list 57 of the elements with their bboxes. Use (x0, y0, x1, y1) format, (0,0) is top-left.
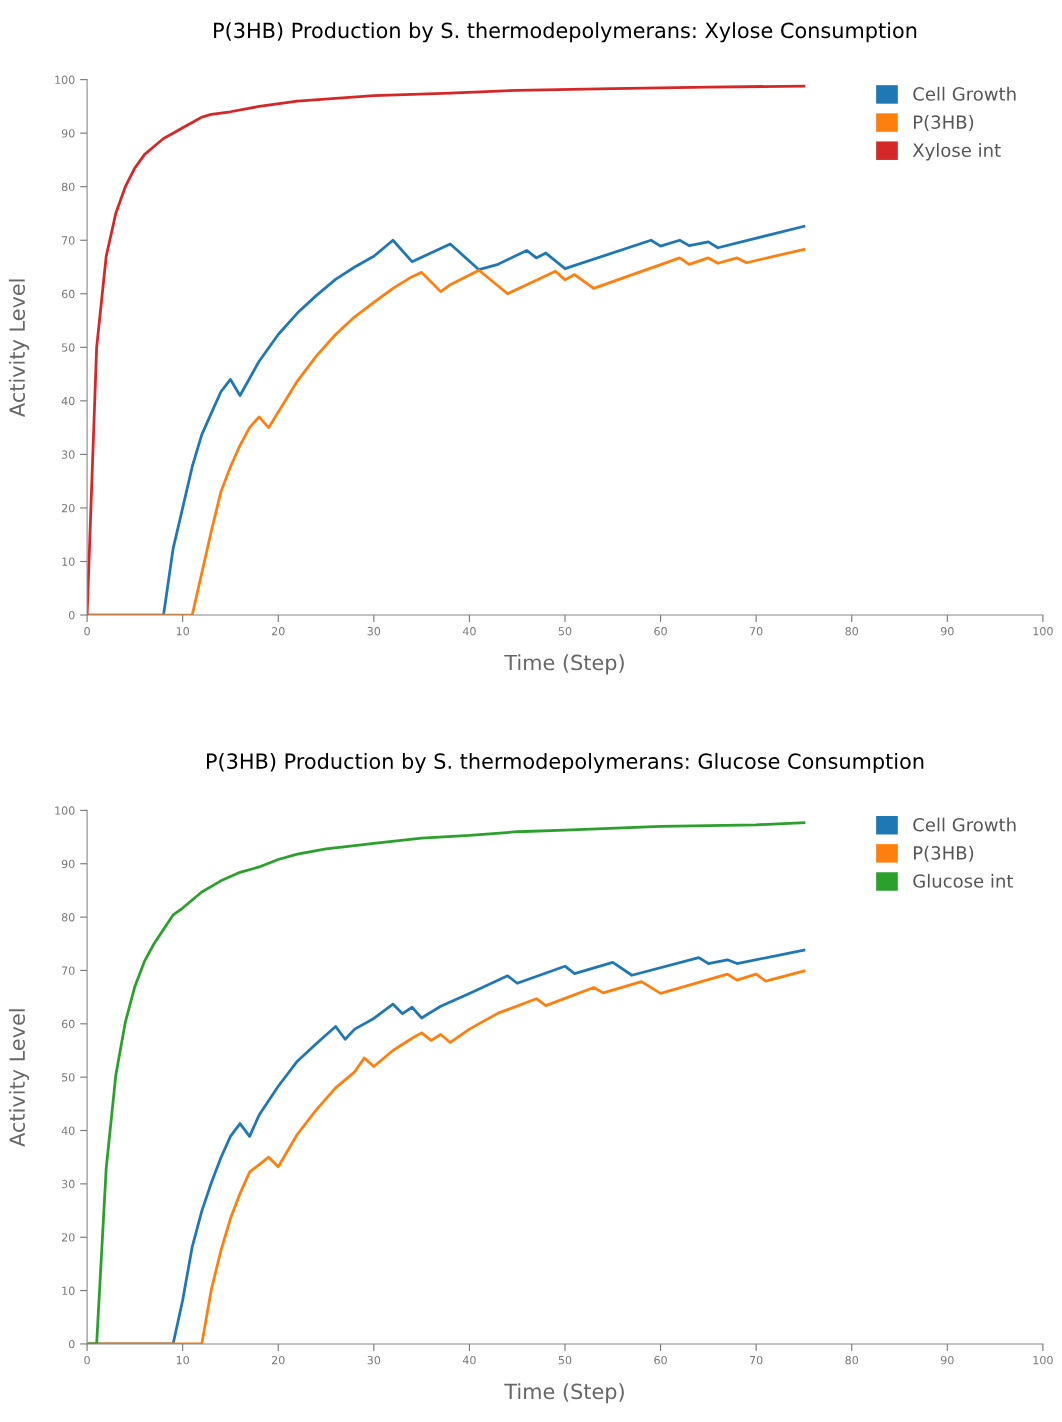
y-tick-label: 30 (61, 1179, 75, 1189)
y-tick-label: 40 (61, 1126, 75, 1135)
y-tick-label: 100 (55, 806, 75, 815)
x-tick-label: 100 (1033, 627, 1053, 636)
y-tick-label: 80 (61, 913, 75, 922)
legend-label: Cell Growth (913, 817, 1016, 832)
y-tick-label: 0 (68, 610, 75, 620)
x-tick-label: 70 (749, 1355, 763, 1365)
x-tick-label: 40 (462, 1355, 476, 1365)
x-axis-title: Time (Step) (504, 654, 624, 675)
y-tick-label: 50 (62, 1073, 75, 1082)
y-axis-title: Activity Level (8, 279, 30, 417)
legend-label: Cell Growth (913, 86, 1016, 101)
x-tick-label: 60 (654, 1355, 667, 1365)
y-tick-label: 90 (61, 129, 75, 138)
y-tick-label: 40 (61, 396, 75, 406)
x-tick-label: 40 (462, 627, 476, 636)
x-tick-label: 60 (654, 627, 667, 636)
y-tick-label: 100 (55, 75, 75, 85)
y-tick-label: 0 (68, 1339, 75, 1349)
x-tick-label: 10 (176, 1355, 189, 1365)
x-tick-label: 0 (84, 1355, 90, 1365)
y-tick-label: 60 (61, 1019, 75, 1029)
x-tick-label: 70 (749, 627, 763, 636)
x-tick-label: 0 (84, 627, 90, 636)
legend-label: P(3HB) (914, 845, 974, 862)
y-tick-label: 60 (61, 289, 75, 299)
chart-title: P(3HB) Production by S. thermodepolymerans: Glucose Consumption (207, 752, 924, 774)
chart-title: P(3HB) Production by S. thermodepolymerans: Xylose Consumption (214, 22, 917, 43)
x-tick-label: 30 (367, 1355, 381, 1365)
y-tick-label: 50 (62, 343, 75, 352)
x-tick-label: 10 (176, 627, 189, 636)
y-tick-label: 70 (62, 236, 75, 245)
legend-label: Xylose int (912, 143, 1001, 161)
x-tick-label: 100 (1033, 1355, 1053, 1365)
y-tick-label: 70 (62, 966, 75, 975)
x-tick-label: 90 (940, 1355, 954, 1365)
x-axis-title: Time (Step) (504, 1383, 624, 1404)
x-tick-label: 50 (558, 1355, 572, 1365)
y-tick-label: 10 (62, 557, 75, 566)
x-tick-label: 20 (271, 627, 285, 636)
y-tick-label: 90 (61, 859, 75, 869)
x-tick-label: 30 (367, 627, 381, 636)
y-tick-label: 20 (61, 1233, 75, 1242)
x-tick-label: 50 (558, 627, 572, 636)
y-tick-label: 30 (61, 450, 75, 459)
y-axis-title: Activity Level (8, 1009, 30, 1147)
y-tick-label: 10 (62, 1286, 75, 1295)
legend-label: P(3HB) (914, 114, 974, 132)
y-tick-label: 80 (61, 182, 75, 192)
x-tick-label: 90 (940, 627, 954, 636)
x-tick-label: 80 (845, 1355, 859, 1365)
line-series (87, 84, 806, 616)
x-tick-label: 20 (271, 1355, 285, 1365)
y-tick-label: 20 (61, 503, 75, 513)
x-tick-label: 80 (845, 627, 859, 636)
legend-label: Glucose int (913, 873, 1014, 888)
